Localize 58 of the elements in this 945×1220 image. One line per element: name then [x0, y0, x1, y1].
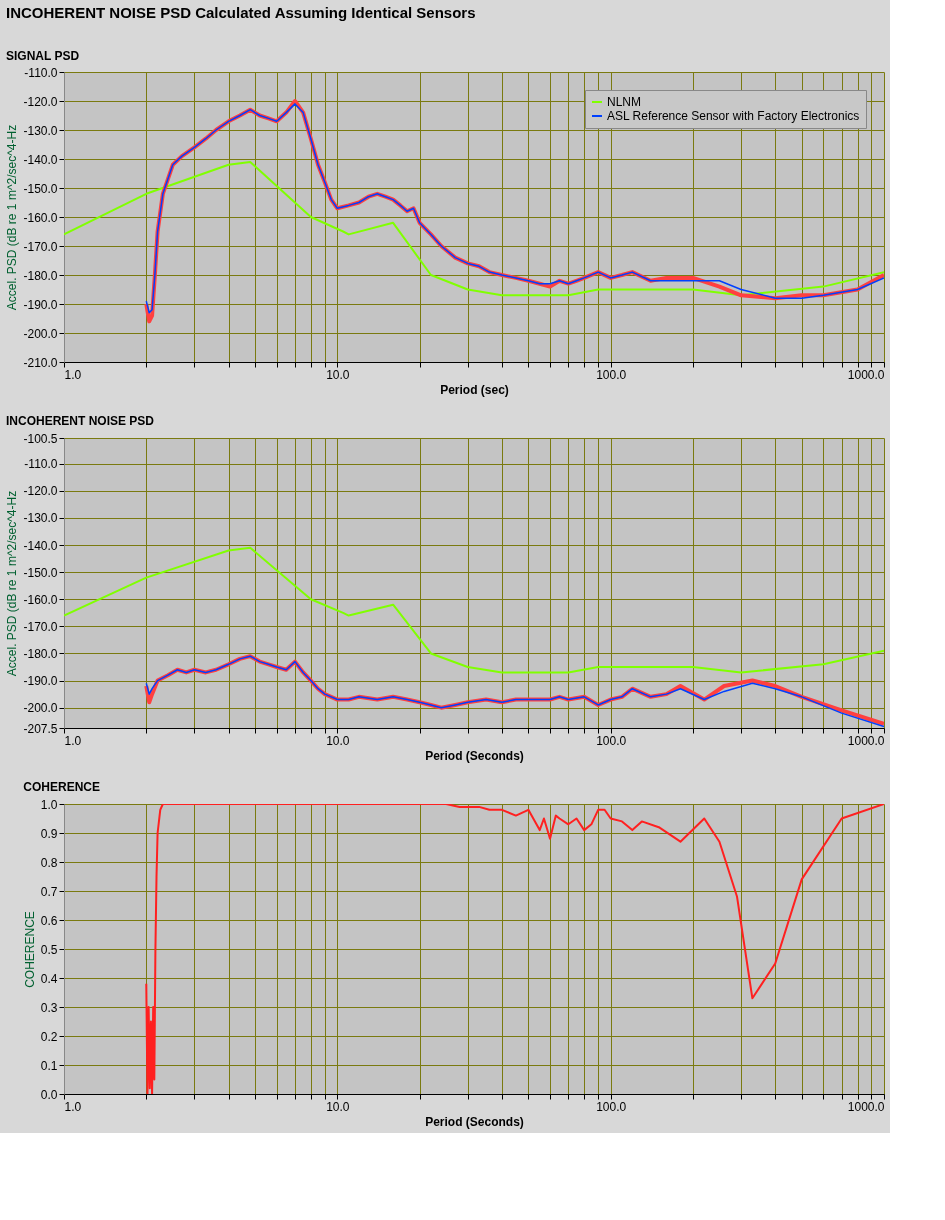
y-tick-label: -180.0 — [23, 646, 58, 661]
x-axis-title: Period (Seconds) — [425, 1114, 524, 1129]
legend-label: ASL Reference Sensor with Factory Electronics — [607, 109, 860, 123]
x-tick-label: 1000.0 — [847, 733, 885, 748]
y-tick-label: -120.0 — [23, 94, 58, 109]
y-tick-label: -170.0 — [23, 239, 58, 254]
y-tick-label: 0.8 — [40, 855, 58, 870]
y-tick-label: -120.0 — [23, 484, 58, 499]
y-tick-label: 0.6 — [40, 913, 58, 928]
y-tick-label: -210.0 — [23, 355, 58, 370]
x-tick-label: 1.0 — [64, 733, 82, 748]
y-tick-label: -130.0 — [23, 123, 58, 138]
y-tick-label: 0.2 — [40, 1029, 58, 1044]
y-tick-label: -110.0 — [24, 457, 58, 472]
y-tick-label: -150.0 — [23, 565, 58, 580]
y-tick-label: 0.1 — [40, 1058, 58, 1073]
y-tick-label: 1.0 — [40, 797, 58, 812]
x-tick-label: 1.0 — [64, 367, 82, 382]
y-tick-label: -190.0 — [23, 297, 58, 312]
x-tick-label: 10.0 — [326, 733, 350, 748]
chart-subtitle: INCOHERENT NOISE PSD — [5, 414, 155, 428]
x-axis-title: Period (sec) — [440, 382, 509, 397]
chart-subtitle: SIGNAL PSD — [5, 49, 80, 63]
x-tick-label: 100.0 — [596, 1099, 627, 1114]
chart-subtitle: COHERENCE — [23, 780, 101, 794]
x-tick-label: 10.0 — [326, 367, 350, 382]
y-tick-label: -200.0 — [23, 326, 58, 341]
y-tick-label: -180.0 — [23, 268, 58, 283]
x-tick-label: 1000.0 — [847, 367, 885, 382]
x-axis-title: Period (Seconds) — [425, 748, 524, 763]
y-tick-label: -160.0 — [23, 210, 58, 225]
chart-title: INCOHERENT NOISE PSD Calculated Assuming Identical Sensors — [5, 4, 476, 21]
x-tick-label: 100.0 — [596, 367, 627, 382]
y-tick-label: 0.9 — [40, 826, 58, 841]
y-tick-label: -190.0 — [23, 674, 58, 689]
legend-label: NLNM — [607, 95, 642, 109]
y-tick-label: -130.0 — [23, 511, 58, 526]
y-tick-label: 0.4 — [40, 971, 58, 986]
y-tick-label: -150.0 — [23, 181, 58, 196]
x-tick-label: 10.0 — [326, 1099, 350, 1114]
y-tick-label: -200.0 — [23, 701, 58, 716]
y-tick-label: 0.3 — [40, 1000, 58, 1015]
y-tick-label: 0.7 — [40, 884, 58, 899]
y-tick-label: 0.0 — [40, 1087, 58, 1102]
y-tick-label: -140.0 — [23, 538, 58, 553]
y-tick-label: 0.5 — [40, 942, 58, 957]
x-tick-label: 1000.0 — [847, 1099, 885, 1114]
y-tick-label: -100.5 — [23, 431, 58, 446]
y-tick-label: -160.0 — [23, 592, 58, 607]
y-tick-label: -170.0 — [23, 619, 58, 634]
y-axis-title: COHERENCE — [22, 911, 37, 988]
x-tick-label: 100.0 — [596, 733, 627, 748]
y-tick-label: -207.5 — [23, 721, 58, 736]
y-tick-label: -140.0 — [23, 152, 58, 167]
y-tick-label: -110.0 — [24, 65, 58, 80]
y-axis-title: Accel. PSD (dB re 1 m^2/sec^4-Hz — [5, 490, 20, 677]
x-tick-label: 1.0 — [64, 1099, 82, 1114]
y-axis-title: Accel. PSD (dB re 1 m^2/sec^4-Hz — [5, 124, 20, 311]
